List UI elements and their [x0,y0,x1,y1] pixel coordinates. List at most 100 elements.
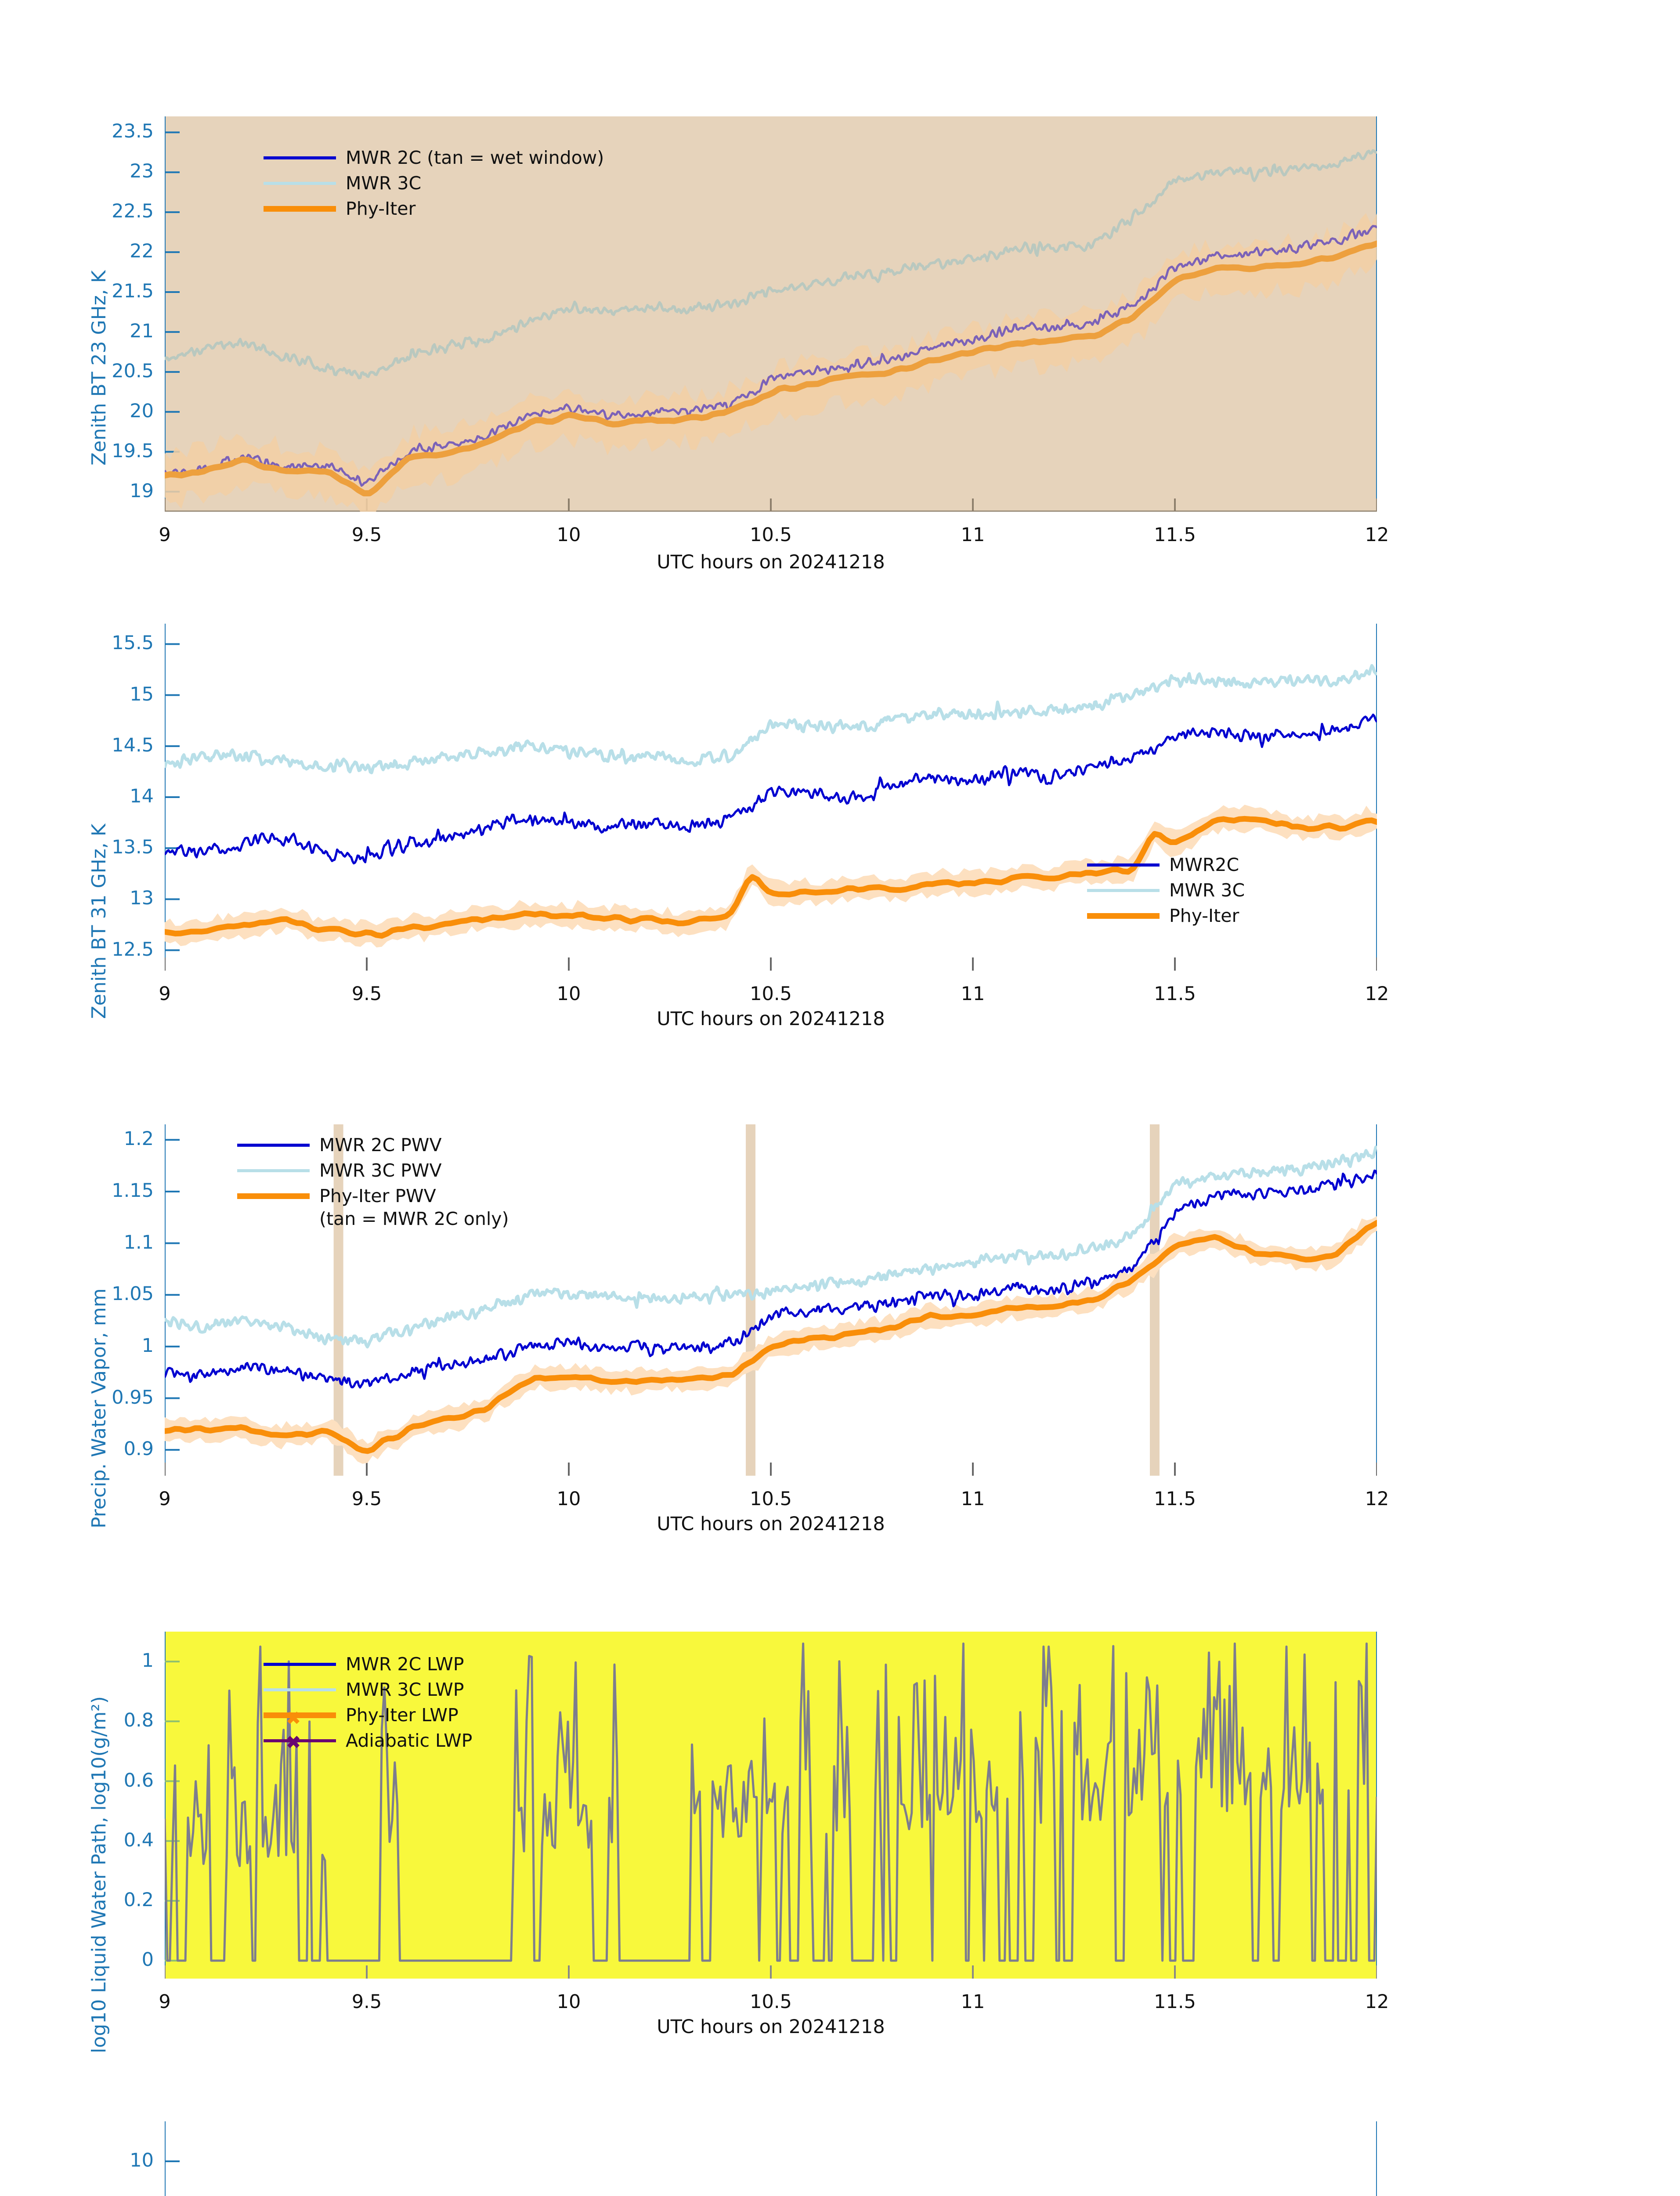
y-tick-label: 12.5 [112,938,154,961]
x-tick-label: 10 [556,1488,581,1510]
legend-marker-icon: ✖ [285,1731,301,1753]
x-tick-label: 11 [961,983,985,1005]
y-tick-label: 1 [141,1650,154,1672]
x-tick-label: 9.5 [351,983,382,1005]
panel3-plot [165,1124,1377,1476]
x-tick-label: 10 [556,983,581,1005]
panel4-svg [165,1632,1377,1979]
x-tick-label: 12 [1365,1488,1389,1510]
legend-item: MWR 3C PWV [237,1158,509,1183]
legend-item: Phy-Iter PWV [237,1183,509,1209]
legend-item: MWR 3C [1087,878,1245,903]
panel2-plot [165,624,1377,971]
x-tick-label: 11.5 [1154,524,1196,546]
legend-swatch [1087,889,1160,892]
y-tick-label: 0.9 [123,1438,154,1460]
panel1-svg [165,116,1377,512]
x-tick-label: 11.5 [1154,983,1196,1005]
legend-swatch [1087,863,1160,867]
legend-swatch [237,1143,310,1147]
legend-swatch [1087,913,1160,919]
legend-swatch [237,1169,310,1172]
y-tick-label: 1.1 [123,1231,154,1253]
legend-label: MWR 2C LWP [346,1653,464,1675]
legend-marker-icon: ✖ [285,1707,301,1729]
y-tick-label: 0.4 [123,1829,154,1851]
x-tick-label: 9.5 [351,524,382,546]
legend-label: Phy-Iter LWP [346,1704,459,1726]
y-tick-label: 23.5 [112,120,154,143]
legend-label: MWR 2C (tan = wet window) [346,147,604,168]
panel3-xlabel: UTC hours on 20241218 [657,1513,885,1535]
panel4-xlabel: UTC hours on 20241218 [657,2016,885,2038]
panel1-plot [165,116,1377,512]
y-tick-label: 1 [141,1334,154,1357]
y-tick-label: 20 [130,400,154,422]
panel3-svg [165,1124,1377,1476]
y-tick-label: 19.5 [112,440,154,462]
legend-swatch [264,1688,336,1691]
x-tick-label: 10.5 [750,1488,792,1510]
panel4-plot [165,1632,1377,1979]
legend-item: MWR 3C [264,170,604,196]
legend: MWR 2C (tan = wet window) MWR 3C Phy-Iter [264,145,604,221]
x-tick-label: 12 [1365,524,1389,546]
y-tick-label: 22.5 [112,200,154,223]
legend-label: MWR 3C PWV [319,1159,442,1181]
x-tick-label: 10.5 [750,1991,792,2013]
panel-liquid-water-path: log10 Liquid Water Path, log10(g/m²) UTC… [0,1590,1680,2082]
legend-item: ✖ Phy-Iter LWP [264,1702,472,1729]
panel2-svg [165,624,1377,971]
legend-swatch [264,181,336,185]
legend-label: Phy-Iter PWV [319,1185,436,1206]
legend-swatch [264,1662,336,1666]
legend: MWR 2C LWP MWR 3C LWP ✖ Phy-Iter LWP ✖ Adiaba… [264,1651,472,1753]
panel1-xlabel: UTC hours on 20241218 [657,551,885,573]
y-tick-label: 1.05 [112,1283,154,1305]
y-tick-label: 21.5 [112,280,154,302]
x-tick-label: 9.5 [351,1991,382,2013]
legend-item: Phy-Iter [264,196,604,221]
legend: MWR 2C PWV MWR 3C PWV Phy-Iter PWV (tan = M… [237,1132,509,1229]
legend-swatch [237,1193,310,1199]
legend-item: MWR 3C LWP [264,1677,472,1702]
x-tick-label: 11 [961,1488,985,1510]
y-tick-label: 1.15 [112,1179,154,1202]
legend: MWR2C MWR 3C Phy-Iter [1087,852,1245,928]
x-tick-label: 10 [556,1991,581,2013]
panel-dq-flag: MWR Phy Iter DQ Flag UTC hours on 202412… [0,2082,1680,2196]
legend-item: ✖ Adiabatic LWP [264,1728,472,1753]
panel5-plot [165,2121,1377,2196]
y-tick-label: 13 [130,887,154,910]
x-tick-label: 11.5 [1154,1991,1196,2013]
x-tick-label: 9 [159,983,171,1005]
panel4-ylabel: log10 Liquid Water Path, log10(g/m²) [88,1696,110,2053]
y-tick-label: 0.95 [112,1386,154,1409]
x-tick-label: 10.5 [750,524,792,546]
y-tick-label: 0.2 [123,1889,154,1911]
legend-label: MWR 2C PWV [319,1134,442,1156]
x-tick-label: 9 [159,524,171,546]
legend-label: MWR 3C LWP [346,1679,464,1700]
legend-label: Phy-Iter [1169,905,1239,926]
x-tick-label: 12 [1365,1991,1389,2013]
y-tick-label: 23 [130,160,154,183]
panel5-svg [165,2121,1377,2196]
legend-item: MWR 2C (tan = wet window) [264,145,604,170]
x-tick-label: 9.5 [351,1488,382,1510]
y-tick-label: 15 [130,683,154,705]
legend-swatch: ✖ [264,1707,336,1729]
legend-label: Adiabatic LWP [346,1730,473,1751]
x-tick-label: 12 [1365,983,1389,1005]
legend-label: MWR 3C [346,172,422,194]
legend-label: Phy-Iter [346,198,416,219]
y-tick-label: 19 [130,480,154,502]
y-tick-label: 20.5 [112,360,154,382]
y-tick-label: 13.5 [112,836,154,859]
y-tick-label: 14 [130,785,154,807]
legend-label: MWR2C [1169,854,1239,875]
y-tick-label: 0.6 [123,1769,154,1791]
x-tick-label: 11 [961,524,985,546]
y-tick-label: 1.2 [123,1128,154,1150]
panel-zenith-bt-23: Zenith BT 23 GHz, K UTC hours on 2024121… [0,0,1680,580]
